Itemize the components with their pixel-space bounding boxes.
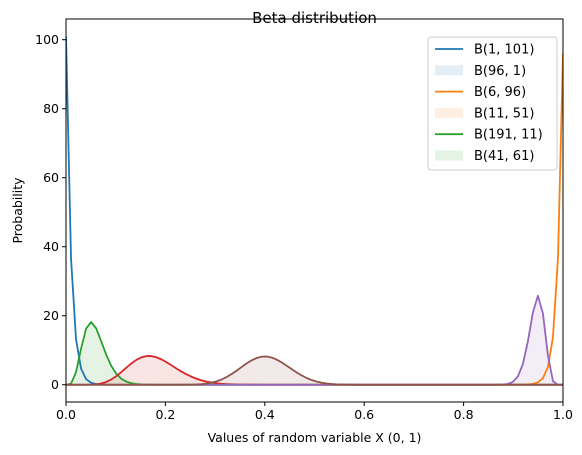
series-2-fill — [66, 322, 563, 385]
x-axis-label: Values of random variable X (0, 1) — [208, 430, 422, 445]
x-tick-label: 0.0 — [56, 407, 76, 422]
legend-label: B(191, 11) — [474, 128, 543, 143]
y-tick-label: 60 — [43, 170, 59, 185]
legend-label: B(6, 96) — [474, 85, 526, 100]
legend-box — [427, 36, 558, 171]
series-3-fill — [66, 356, 563, 385]
x-tick-label: 1.0 — [553, 407, 573, 422]
legend-fill-swatch — [435, 65, 463, 76]
y-tick-label: 100 — [35, 32, 59, 47]
y-tick-label: 0 — [51, 377, 59, 392]
y-axis: 0 20 40 60 80 100 — [35, 32, 66, 392]
y-tick-label: 40 — [43, 239, 59, 254]
x-tick-label: 0.2 — [155, 407, 175, 422]
legend: B(1, 101) B(96, 1) B(6, 96) B(11, 51) B(191,… — [427, 36, 558, 171]
x-tick-label: 0.6 — [354, 407, 374, 422]
legend-label: B(41, 61) — [474, 149, 534, 164]
x-tick-label: 0.4 — [255, 407, 275, 422]
series-layer — [66, 36, 563, 386]
y-axis-label: Probability — [10, 177, 25, 244]
legend-fill-swatch — [435, 107, 463, 118]
y-tick-label: 20 — [43, 308, 59, 323]
legend-fill-swatch — [435, 150, 463, 161]
legend-label: B(11, 51) — [474, 106, 534, 121]
chart-title: Beta distribution — [252, 9, 377, 27]
legend-label: B(1, 101) — [474, 43, 534, 58]
series-5-line — [66, 355, 563, 386]
plot-frame — [65, 18, 564, 403]
x-tick-label: 0.8 — [454, 407, 474, 422]
legend-label: B(96, 1) — [474, 64, 526, 79]
y-tick-label: 80 — [43, 101, 59, 116]
x-axis: 0.0 0.2 0.4 0.6 0.8 1.0 — [56, 402, 573, 422]
